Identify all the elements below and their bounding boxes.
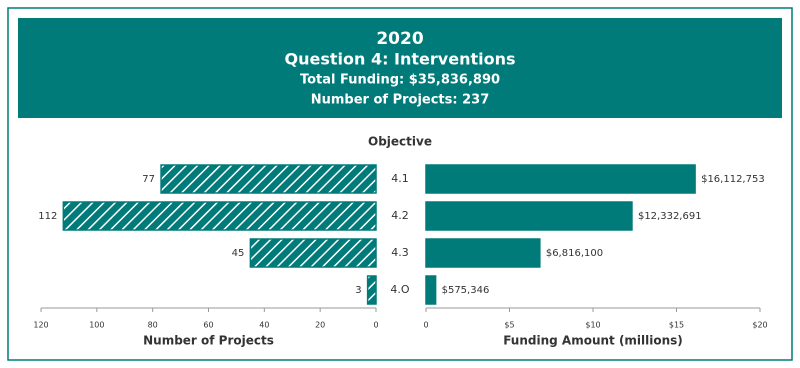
data-label: 45 — [232, 248, 245, 259]
bar — [160, 164, 377, 194]
x-tick-label: $10 — [585, 321, 600, 330]
bar — [62, 201, 377, 231]
x-tick-label: 80 — [148, 321, 158, 330]
header-band — [18, 18, 782, 118]
bar — [425, 201, 633, 231]
bar — [366, 275, 377, 305]
chart-title: 2020 — [376, 29, 423, 49]
x-tick-label: $20 — [752, 321, 767, 330]
x-tick-label: $5 — [504, 321, 514, 330]
category-label: 4.3 — [391, 246, 409, 259]
bar — [249, 238, 377, 268]
data-label: $16,112,753 — [701, 174, 765, 185]
chart-subtitle: Question 4: Interventions — [285, 50, 516, 69]
x-tick-label: 0 — [423, 321, 428, 330]
note: Total Funding: $35,836,890 — [300, 73, 500, 88]
x-tick-label: 100 — [89, 321, 104, 330]
data-label: 112 — [38, 211, 57, 222]
data-label: $12,332,691 — [638, 211, 702, 222]
bar — [425, 275, 437, 305]
x-axis-label: Number of Projects — [143, 334, 274, 348]
x-tick-label: 120 — [33, 321, 48, 330]
x-tick-label: 60 — [203, 321, 213, 330]
category-label: 4.1 — [391, 172, 409, 185]
category-label: 4.O — [390, 283, 409, 296]
data-label: 77 — [142, 174, 155, 185]
data-label: 3 — [355, 285, 361, 296]
data-label: $6,816,100 — [546, 248, 603, 259]
note: Number of Projects: 237 — [311, 93, 490, 108]
category-label: 4.2 — [391, 209, 409, 222]
x-tick-label: 0 — [373, 321, 378, 330]
bar — [425, 164, 696, 194]
data-label: $575,346 — [442, 285, 490, 296]
x-tick-label: $15 — [669, 321, 684, 330]
x-axis-label: Funding Amount (millions) — [503, 334, 683, 348]
x-tick-label: 40 — [259, 321, 269, 330]
category-axis-label: Objective — [368, 135, 432, 149]
x-tick-label: 20 — [315, 321, 325, 330]
bar — [425, 238, 541, 268]
